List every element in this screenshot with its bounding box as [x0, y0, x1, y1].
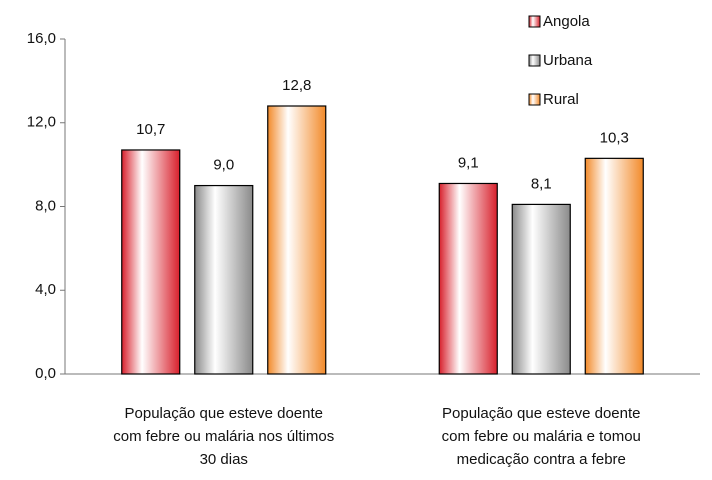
legend-label: Urbana — [543, 52, 593, 69]
value-label: 8,1 — [531, 175, 552, 192]
x-tick-label-line: 30 dias — [200, 451, 248, 468]
value-label: 10,3 — [600, 129, 629, 146]
x-tick-label-line: com febre ou malária nos últimos — [113, 428, 334, 445]
bar — [194, 184, 254, 375]
value-label: 9,1 — [458, 154, 479, 171]
legend-swatch — [528, 93, 541, 106]
bar — [121, 149, 181, 375]
x-tick-label-line: População que esteve doente — [125, 405, 324, 422]
value-label: 12,8 — [282, 77, 311, 94]
x-tick-label-line: com febre ou malária e tomou — [442, 428, 641, 445]
bar — [511, 203, 571, 375]
bar — [584, 157, 644, 375]
value-label: 9,0 — [213, 157, 234, 174]
y-tick-label: 0,0 — [35, 365, 56, 382]
bar — [438, 182, 498, 375]
value-label: 10,7 — [136, 121, 165, 138]
legend-label: Rural — [543, 91, 579, 108]
x-tick-label-line: População que esteve doente — [442, 405, 641, 422]
x-tick-label-line: medicação contra a febre — [457, 451, 626, 468]
y-tick-label: 4,0 — [35, 281, 56, 298]
legend-swatch — [528, 15, 541, 28]
legend-label: Angola — [543, 13, 590, 30]
bar — [267, 105, 327, 375]
legend-swatch — [528, 54, 541, 67]
y-tick-label: 8,0 — [35, 197, 56, 214]
y-tick-label: 16,0 — [27, 30, 56, 47]
y-tick-label: 12,0 — [27, 114, 56, 131]
x-tick-label: População que esteve doente com febre ou … — [113, 405, 334, 468]
x-tick-label: População que esteve doente com febre ou … — [442, 405, 641, 468]
